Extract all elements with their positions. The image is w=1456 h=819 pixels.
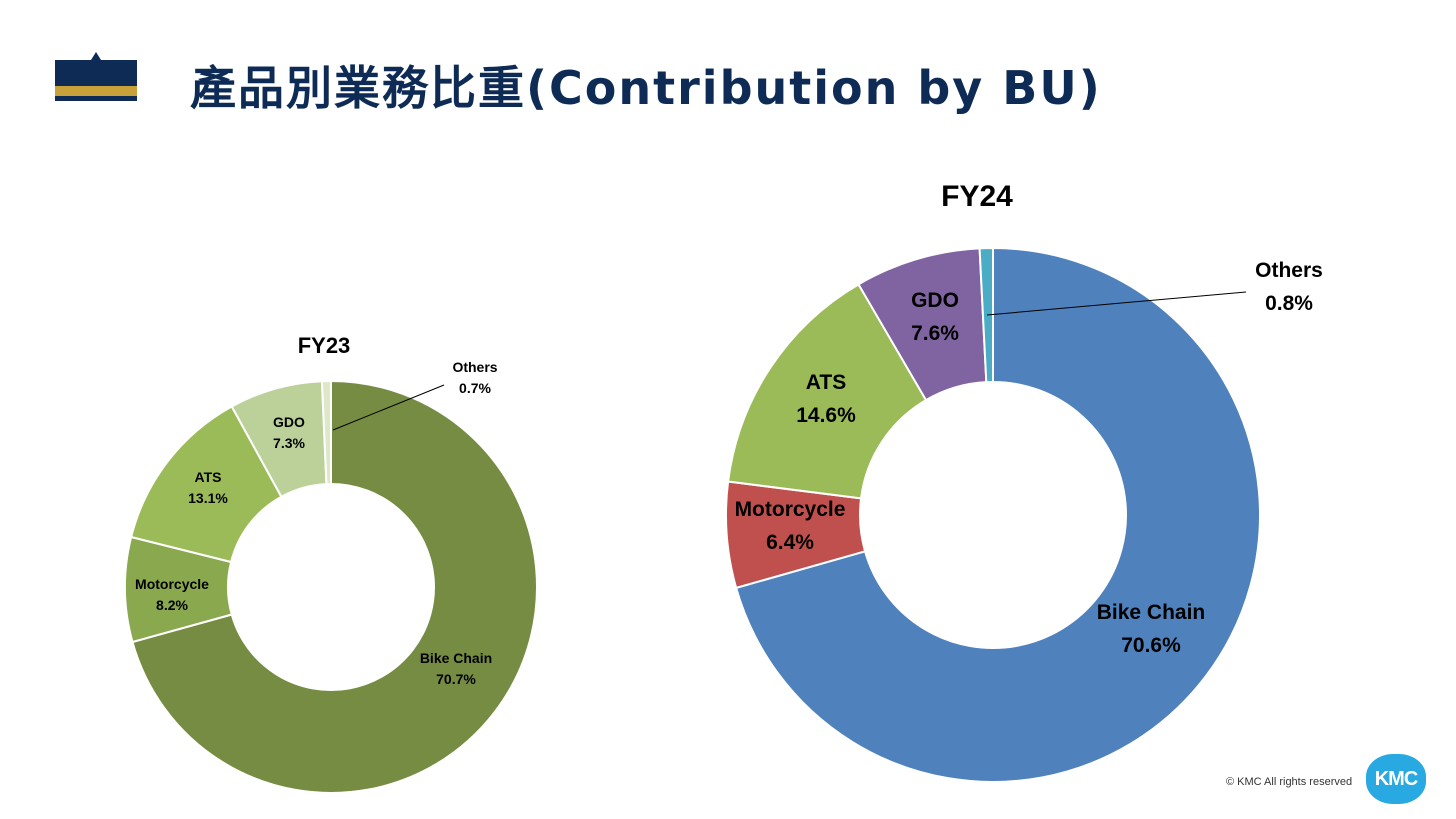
category-label-others: Others — [452, 359, 497, 375]
category-label-gdo: GDO — [273, 414, 305, 430]
value-label-ats: 13.1% — [188, 490, 228, 506]
category-label-others: Others — [1255, 259, 1323, 282]
slice-others — [320, 379, 332, 486]
chart-title: FY23 — [298, 333, 351, 358]
value-label-bike-chain: 70.6% — [1121, 634, 1181, 657]
donut-chart-fy23: FY23 Bike Chain 70.7% Motorcycle 8.2% ATS 13.1… — [124, 333, 538, 794]
copyright-text: © KMC All rights reserved — [1226, 776, 1353, 788]
category-label-gdo: GDO — [911, 289, 959, 312]
category-label-ats: ATS — [806, 371, 846, 394]
value-label-gdo: 7.3% — [273, 435, 305, 451]
slice-ats — [726, 282, 928, 500]
category-label-bike-chain: Bike Chain — [420, 650, 492, 666]
category-label-ats: ATS — [195, 469, 222, 485]
value-label-others: 0.8% — [1265, 292, 1313, 315]
title-decoration — [55, 52, 137, 102]
chart-title: FY24 — [941, 180, 1013, 213]
value-label-motorcycle: 6.4% — [766, 531, 814, 554]
category-label-motorcycle: Motorcycle — [735, 498, 846, 521]
category-label-motorcycle: Motorcycle — [135, 576, 209, 592]
slice-others — [978, 246, 994, 384]
donut-chart-fy24: FY24 Bike Chain 70.6% Motorcycle 6.4% ATS 14.6… — [725, 180, 1323, 783]
slice-bike-chain — [734, 246, 1261, 783]
value-label-motorcycle: 8.2% — [156, 597, 188, 613]
value-label-bike-chain: 70.7% — [436, 671, 476, 687]
category-label-bike-chain: Bike Chain — [1097, 601, 1206, 624]
slice-bike-chain — [131, 379, 538, 794]
leader-line — [986, 291, 1247, 316]
kmc-logo: KMC — [1366, 754, 1426, 804]
value-label-ats: 14.6% — [796, 404, 856, 427]
leader-line — [332, 384, 445, 431]
page-title: 產品別業務比重(Contribution by BU) — [190, 61, 1102, 115]
value-label-gdo: 7.6% — [911, 322, 959, 345]
value-label-others: 0.7% — [459, 380, 491, 396]
